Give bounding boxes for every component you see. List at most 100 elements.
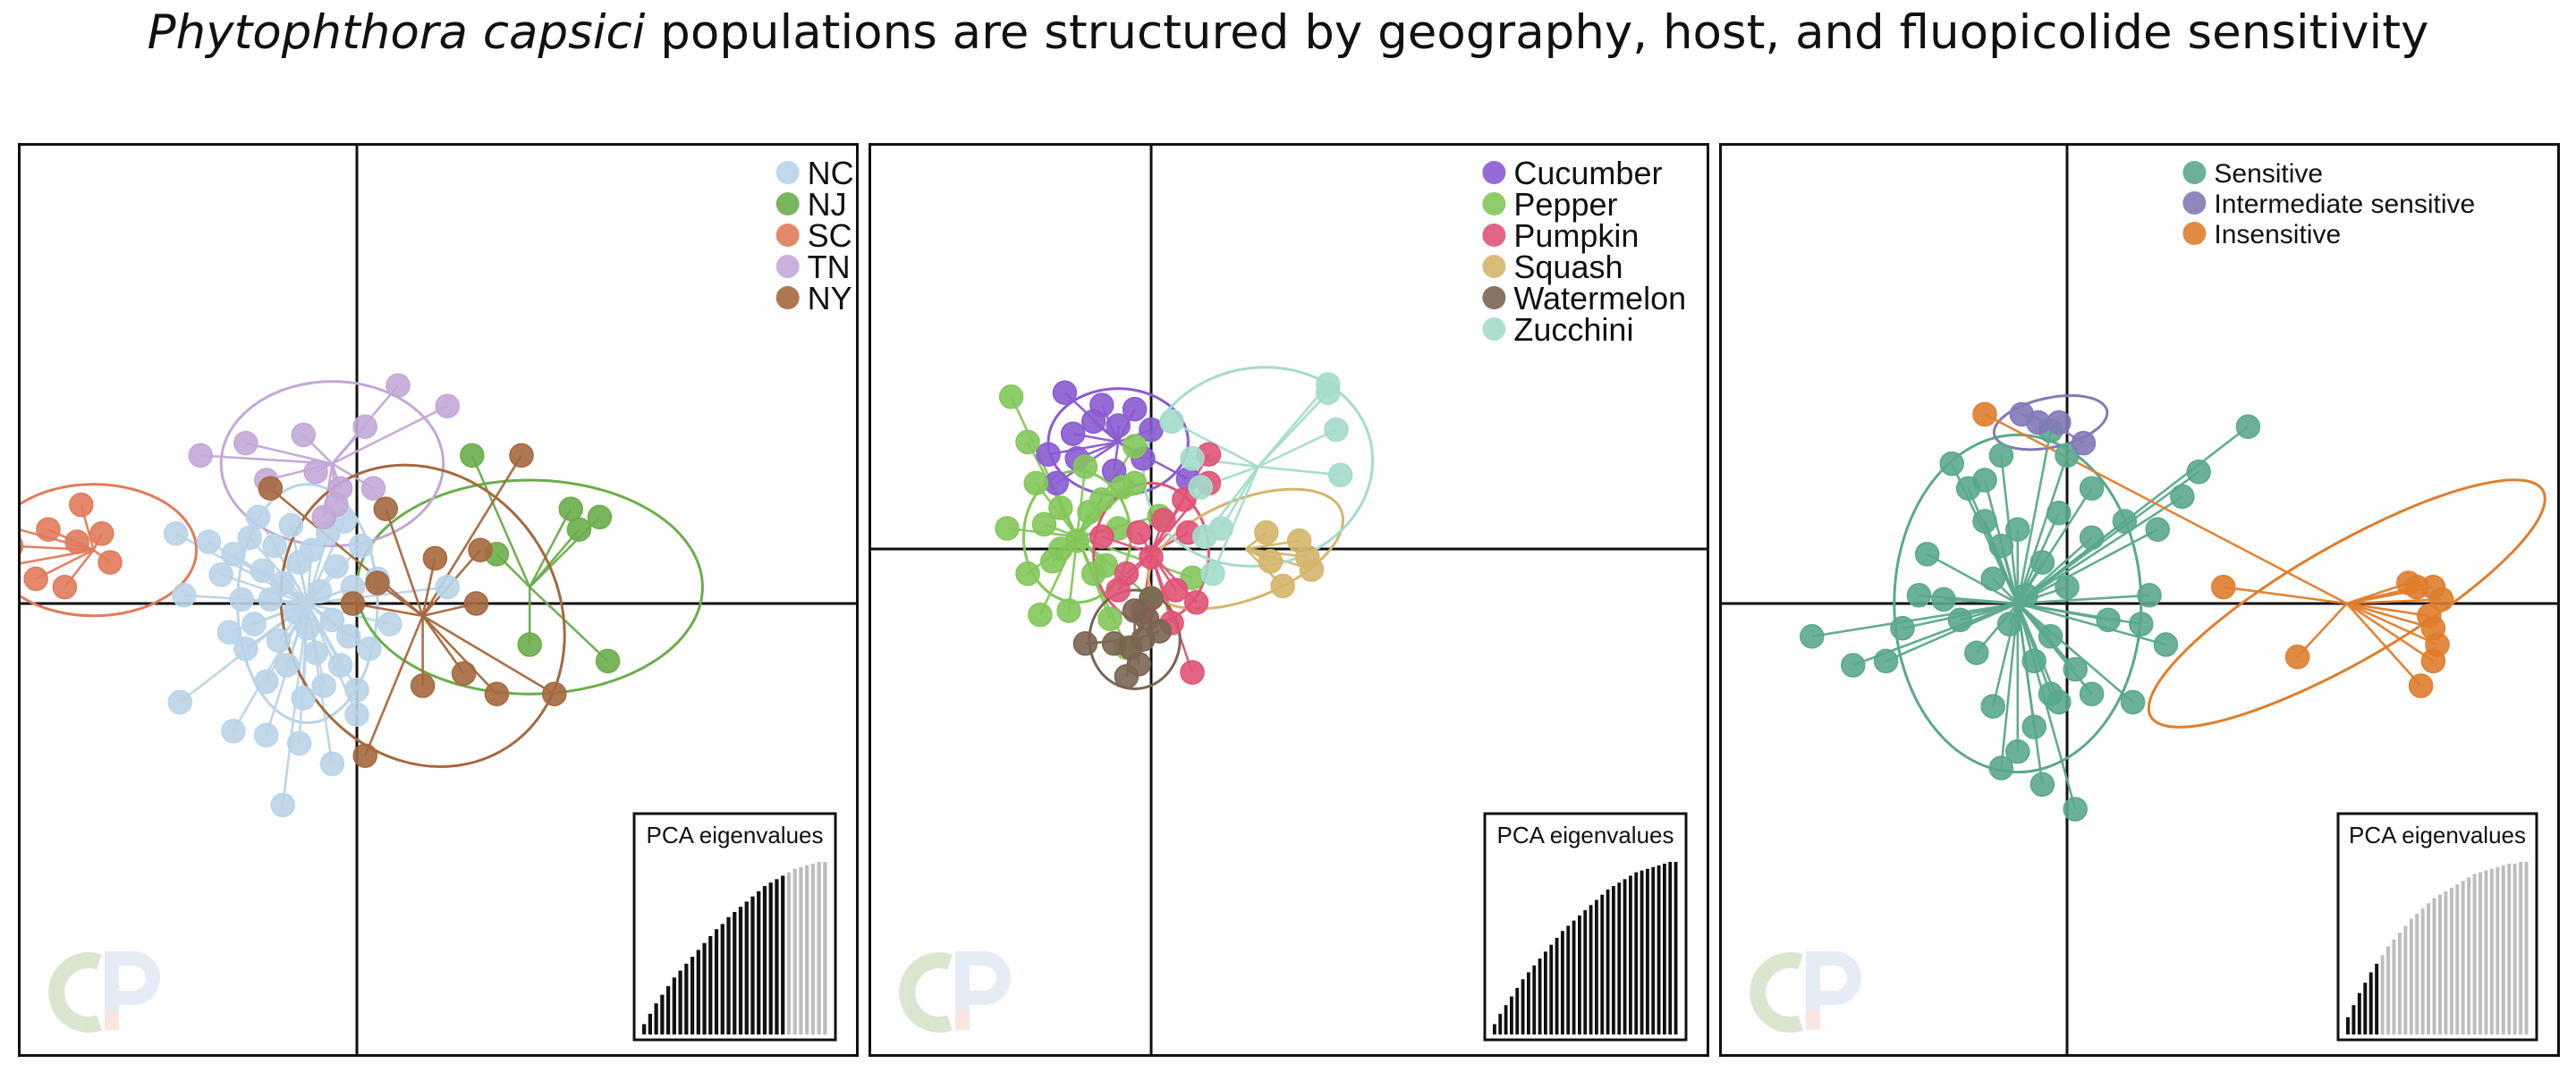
point-sensitive xyxy=(2046,501,2072,526)
eigenvalue-bar xyxy=(2507,863,2512,1034)
point-tn xyxy=(291,422,316,448)
eigenvalue-bar xyxy=(1555,937,1559,1034)
eigenvalue-bar xyxy=(1566,925,1571,1034)
spoke-insensitive xyxy=(1984,413,2348,605)
point-nc xyxy=(278,512,304,538)
point-sc xyxy=(52,574,78,600)
eigenvalue-bar xyxy=(817,862,821,1034)
point-ny xyxy=(422,545,448,571)
eigenvalue-bar xyxy=(1589,905,1593,1034)
spoke-sensitive xyxy=(1811,602,2019,638)
spoke-sensitive xyxy=(1926,553,2019,605)
point-nc xyxy=(208,562,233,587)
eigenvalue-bar xyxy=(1493,1024,1496,1034)
eigenvalue-bar xyxy=(654,1003,658,1034)
point-ny xyxy=(509,443,534,469)
point-pepper xyxy=(1097,606,1123,631)
point-tn xyxy=(352,414,377,439)
point-ny xyxy=(468,537,493,562)
eigenvalue-bar xyxy=(781,875,785,1034)
point-nj xyxy=(595,648,621,674)
point-sensitive xyxy=(2029,772,2055,798)
eigenvalue-bar xyxy=(1515,987,1520,1034)
point-insensitive xyxy=(2420,648,2446,674)
ellipse-insensitive xyxy=(2147,478,2546,729)
point-nc xyxy=(196,529,222,554)
eigenvalue-bar xyxy=(744,901,749,1034)
cp-logo-watermark xyxy=(899,951,1011,1033)
eigenvalue-bar xyxy=(2351,1005,2356,1034)
point-nc xyxy=(307,578,333,604)
point-pepper xyxy=(1048,536,1073,561)
point-nc xyxy=(254,722,279,747)
eigenvalue-bar xyxy=(2420,908,2425,1034)
point-sensitive xyxy=(2013,583,2038,608)
eigenvalue-bar xyxy=(2368,972,2373,1034)
point-nj xyxy=(566,517,592,542)
point-zucchini xyxy=(1327,462,1353,487)
point-watermelon xyxy=(1072,631,1098,656)
eigenvalue-bar xyxy=(714,929,719,1034)
legend-marker-cucumber xyxy=(1482,161,1506,184)
eigenvalue-bar xyxy=(1510,996,1513,1034)
cp-logo-watermark xyxy=(1750,951,1861,1033)
point-nc xyxy=(327,653,353,678)
point-insensitive xyxy=(2211,574,2236,600)
spoke-ny xyxy=(384,508,424,617)
eigenvalue-bar xyxy=(733,911,737,1034)
point-sensitive xyxy=(2063,797,2088,822)
point-pepper xyxy=(1028,602,1053,628)
spoke-zucchini xyxy=(1257,392,1329,468)
eigenvalue-bar xyxy=(2484,870,2488,1034)
legend-marker-squash xyxy=(1482,255,1506,278)
eigenvalue-bar xyxy=(786,872,792,1034)
logo-c-shape xyxy=(1750,952,1803,1033)
eigenvalue-bar xyxy=(738,907,743,1034)
legend-label-nj: NJ xyxy=(808,186,847,223)
spoke-zucchini xyxy=(1258,465,1341,477)
point-pepper xyxy=(998,384,1024,409)
point-insensitive xyxy=(2428,587,2454,612)
legend-label-pepper: Pepper xyxy=(1513,186,1617,223)
point-sensitive xyxy=(2055,574,2080,600)
point-pumpkin xyxy=(1183,590,1209,615)
point-nc xyxy=(357,636,382,662)
spoke-sensitive xyxy=(2016,430,2052,604)
eigenvalue-bar xyxy=(810,863,816,1034)
point-pumpkin xyxy=(1089,524,1114,549)
point-sensitive xyxy=(2021,648,2046,674)
point-tn xyxy=(435,393,460,418)
eigenvalue-bar xyxy=(2397,933,2402,1034)
point-sensitive xyxy=(2005,739,2030,764)
eigenvalue-bar xyxy=(708,935,713,1034)
point-nj xyxy=(460,443,485,469)
logo-p-stem-accent xyxy=(955,1010,970,1030)
eigenvalue-bar xyxy=(1634,872,1639,1034)
point-cucumber xyxy=(1052,380,1078,405)
spoke-nc xyxy=(307,586,448,605)
eigenvalue-bar xyxy=(690,957,695,1034)
point-pepper xyxy=(1031,511,1057,537)
legend-label-sc: SC xyxy=(808,217,852,254)
point-pepper xyxy=(1072,454,1098,479)
eigenvalue-bar xyxy=(762,886,767,1034)
point-sensitive xyxy=(1964,640,1989,665)
eigenvalue-bar xyxy=(684,963,689,1034)
point-nc xyxy=(250,558,275,583)
point-watermelon xyxy=(1134,606,1160,631)
point-sensitive xyxy=(2038,624,2063,649)
point-tn xyxy=(233,430,258,456)
eigenvalue-bar xyxy=(1538,958,1542,1034)
point-insensitive xyxy=(2284,645,2310,670)
eigenvalue-bar xyxy=(2357,992,2361,1034)
point-intermediate-sensitive xyxy=(2026,409,2051,435)
point-zucchini xyxy=(1200,561,1225,587)
point-sensitive xyxy=(2005,517,2030,542)
point-nc xyxy=(258,587,284,612)
eigenvalue-bar xyxy=(1657,865,1661,1034)
point-sc xyxy=(64,529,89,554)
point-tn xyxy=(188,443,213,469)
point-tn xyxy=(360,476,386,501)
eigenvalue-bar xyxy=(1674,862,1678,1034)
